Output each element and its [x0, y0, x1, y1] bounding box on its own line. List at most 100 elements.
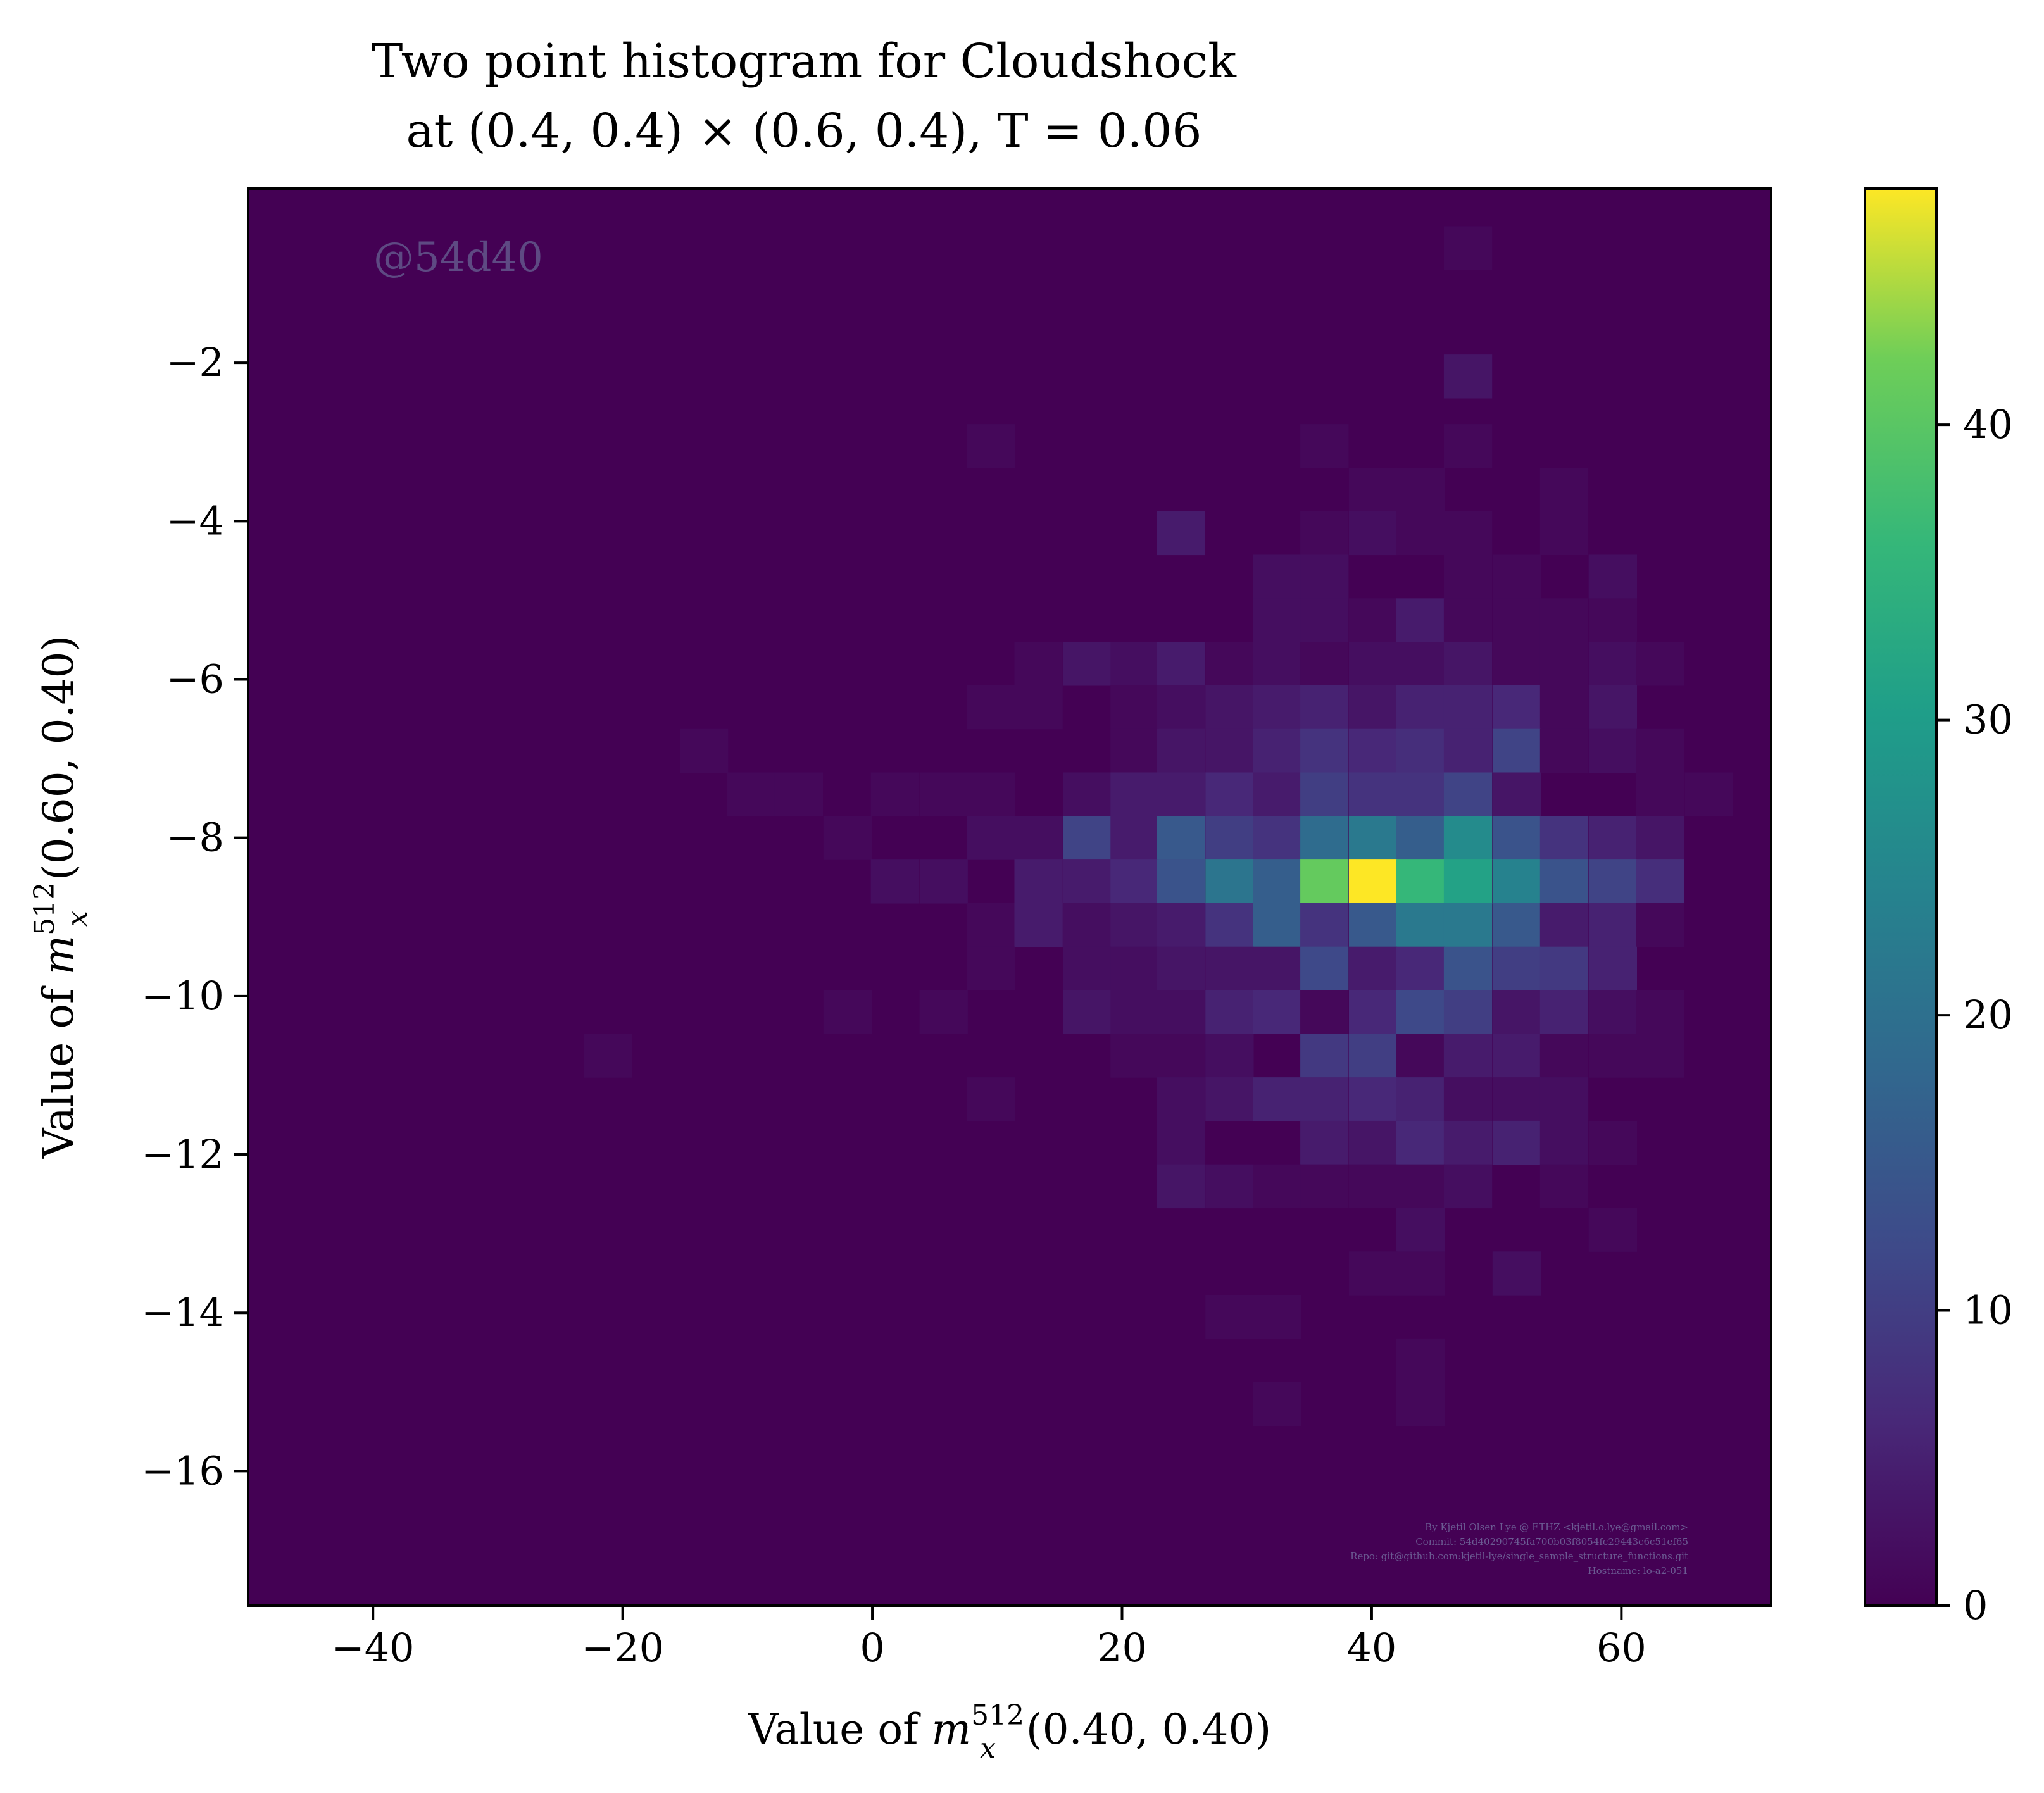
heatmap-cell — [1300, 1034, 1349, 1078]
heatmap-cell — [680, 728, 729, 773]
heatmap-cell — [1396, 990, 1445, 1034]
heatmap-cell — [1396, 642, 1445, 686]
heatmap-cell — [1205, 1295, 1254, 1339]
heatmap-cell — [1300, 816, 1349, 860]
heatmap-cell — [1205, 642, 1254, 686]
heatmap-cell — [1300, 1164, 1349, 1209]
heatmap-cell — [1157, 859, 1205, 904]
heatmap-cell — [1396, 903, 1445, 947]
heatmap-cell — [1492, 642, 1541, 686]
heatmap-cell — [1157, 946, 1205, 991]
heatmap-cell — [1443, 642, 1493, 686]
heatmap-cell — [1539, 1034, 1589, 1078]
heatmap-cell — [1253, 1164, 1301, 1209]
heatmap-cell — [1110, 685, 1159, 730]
heatmap-cell — [1539, 642, 1589, 686]
colorbar-tick-label: 30 — [1963, 697, 2013, 743]
heatmap-cell — [1300, 511, 1349, 556]
heatmap-cell — [919, 859, 968, 904]
heatmap-cell — [1205, 946, 1254, 991]
x-tick-label: −40 — [332, 1625, 415, 1671]
heatmap-cell — [1539, 685, 1589, 730]
heatmap-cell — [1492, 859, 1541, 904]
heatmap-cell — [1349, 728, 1398, 773]
x-axis-ticks: −40 −20 0 20 40 60 — [332, 1606, 1646, 1671]
y-tick-label: −8 — [166, 815, 224, 861]
heatmap-cell — [1063, 990, 1112, 1034]
x-tick-label: 60 — [1596, 1625, 1646, 1671]
heatmap-cell — [1396, 772, 1445, 816]
heatmap-cell — [1300, 1120, 1349, 1165]
plot-area: @54d40 By Kjetil Olsen Lye @ ETHZ <kjeti… — [141, 187, 1772, 1671]
heatmap-cell — [1396, 1208, 1445, 1252]
heatmap-cell — [1636, 1034, 1684, 1078]
heatmap-cell — [1396, 859, 1445, 904]
heatmap-cell — [1349, 990, 1398, 1034]
heatmap-cell — [1253, 685, 1301, 730]
heatmap-cell — [1539, 859, 1589, 904]
heatmap-cell — [1205, 772, 1254, 816]
heatmap-cell — [1014, 642, 1063, 686]
heatmap-cell — [1157, 772, 1205, 816]
heatmap-cell — [1110, 990, 1159, 1034]
heatmap-cell — [1443, 1034, 1493, 1078]
heatmap-cell — [1014, 903, 1063, 947]
x-tick-label: 0 — [860, 1625, 884, 1671]
heatmap-cell — [1443, 772, 1493, 816]
heatmap-cell — [1063, 903, 1112, 947]
heatmap-cell — [1253, 1077, 1301, 1121]
heatmap-cell — [1300, 728, 1349, 773]
heatmap-cell — [1300, 903, 1349, 947]
heatmap-cell — [1396, 1251, 1445, 1296]
heatmap-cell — [1443, 859, 1493, 904]
x-tick-label: −20 — [581, 1625, 664, 1671]
heatmap-cell — [1014, 685, 1063, 730]
heatmap-cell — [1349, 1077, 1398, 1121]
heatmap-cell — [1539, 990, 1589, 1034]
heatmap-cell — [1396, 816, 1445, 860]
heatmap-cell — [1636, 816, 1684, 860]
watermark-label: @54d40 — [373, 234, 543, 281]
heatmap-cell — [1443, 1077, 1493, 1121]
x-tick-label: 20 — [1097, 1625, 1147, 1671]
heatmap-cell — [1539, 903, 1589, 947]
heatmap-cell — [967, 903, 1015, 947]
credit-line-commit: Commit: 54d40290745fa700b03f8054fc29443c… — [1415, 1536, 1688, 1547]
heatmap-cell — [1349, 642, 1398, 686]
heatmap-cell — [1539, 598, 1589, 642]
heatmap-cell — [1253, 1382, 1301, 1426]
heatmap-cell — [1300, 598, 1349, 642]
heatmap-cell — [1300, 772, 1349, 816]
heatmap-cell — [1443, 728, 1493, 773]
heatmap-cell — [1588, 598, 1637, 642]
heatmap-cell — [1110, 816, 1159, 860]
heatmap-cell — [1636, 990, 1684, 1034]
heatmap-cell — [1443, 1120, 1493, 1165]
heatmap-cell — [1588, 859, 1637, 904]
heatmap-cell — [1588, 1034, 1637, 1078]
colorbar-tick-label: 20 — [1963, 992, 2013, 1038]
heatmap-cell — [1588, 816, 1637, 860]
heatmap-cell — [1396, 685, 1445, 730]
heatmap-cell — [1539, 1164, 1589, 1209]
heatmap-cell — [1157, 903, 1205, 947]
heatmap-cell — [1588, 728, 1637, 773]
heatmap-cell — [1396, 467, 1445, 512]
heatmap-cell — [1443, 226, 1493, 270]
heatmap-cell — [1157, 728, 1205, 773]
y-tick-label: −14 — [141, 1289, 224, 1335]
heatmap-cell — [1300, 685, 1349, 730]
heatmap-cell — [1300, 424, 1349, 468]
heatmap-cell — [1636, 772, 1684, 816]
heatmap-cell — [1349, 1164, 1398, 1209]
heatmap-cell — [1492, 1120, 1541, 1165]
heatmap-cell — [1492, 816, 1541, 860]
heatmap-cell — [1492, 903, 1541, 947]
heatmap-cell — [1588, 946, 1637, 991]
heatmap-cell — [1636, 728, 1684, 773]
x-axis-label: Value of m512 x (0.40, 0.40) — [748, 1699, 1272, 1765]
heatmap-cell — [1253, 554, 1301, 599]
heatmap-cell — [1157, 642, 1205, 686]
heatmap-cell — [1349, 816, 1398, 860]
heatmap-cell — [1205, 816, 1254, 860]
